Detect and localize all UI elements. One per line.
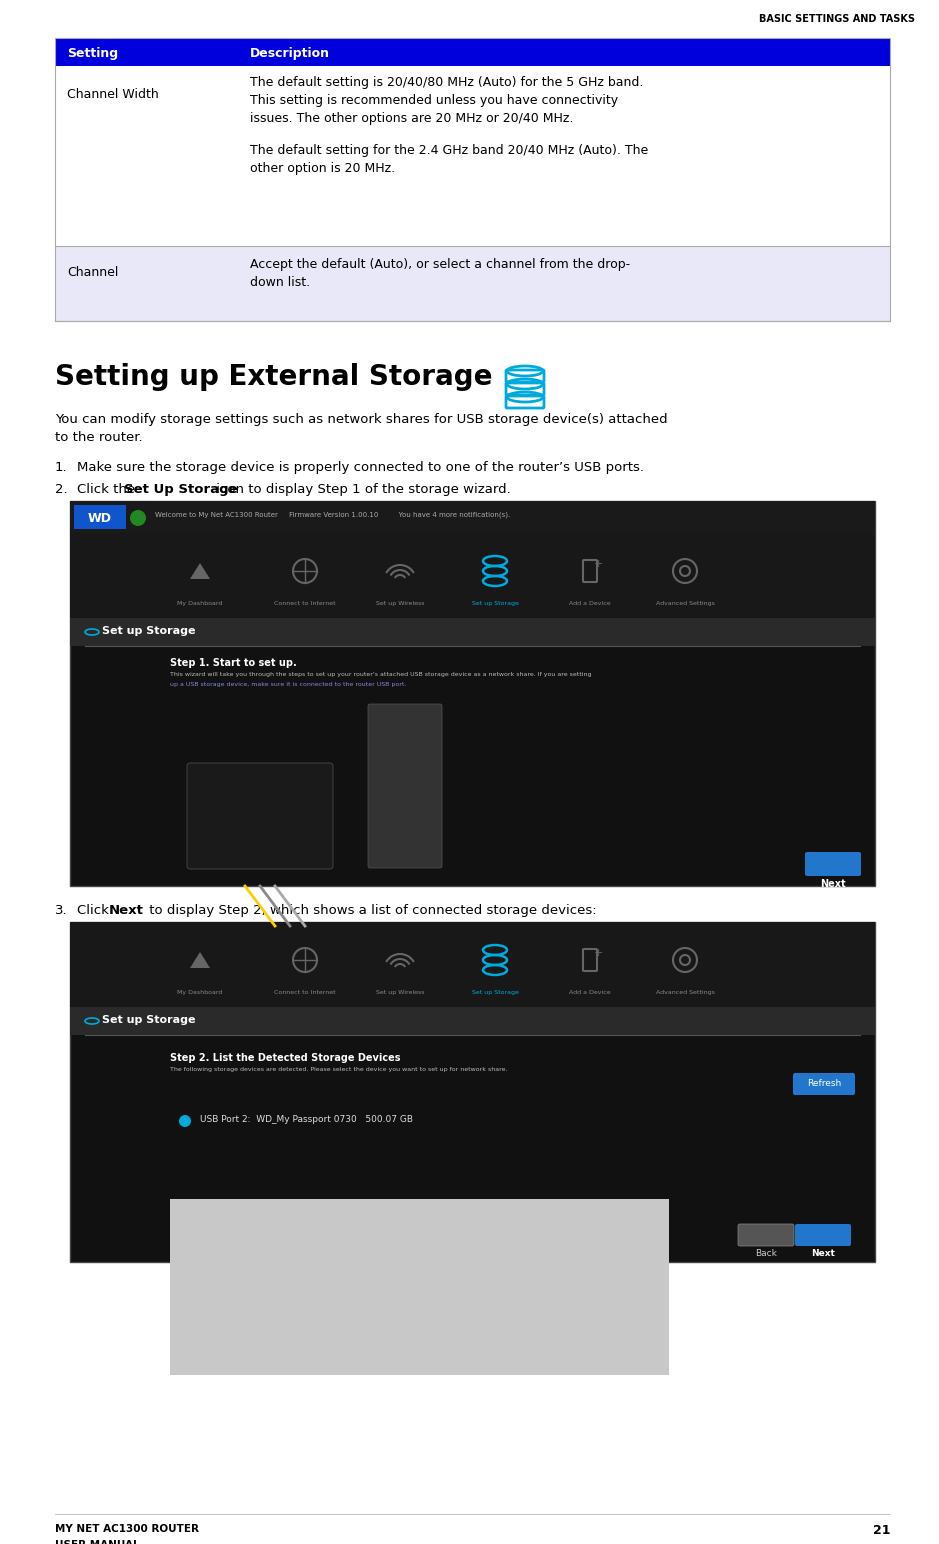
Text: issues. The other options are 20 MHz or 20/40 MHz.: issues. The other options are 20 MHz or …	[250, 113, 574, 125]
Text: Set up Storage: Set up Storage	[471, 990, 518, 994]
Text: to display Step 2, which shows a list of connected storage devices:: to display Step 2, which shows a list of…	[145, 903, 596, 917]
FancyBboxPatch shape	[793, 1073, 855, 1095]
Text: Step 1. Start to set up.: Step 1. Start to set up.	[170, 658, 297, 669]
Text: Set up Wireless: Set up Wireless	[376, 601, 424, 605]
Text: 1.: 1.	[55, 462, 68, 474]
Text: Set up Storage: Set up Storage	[102, 1014, 195, 1025]
Bar	[55, 66, 890, 245]
Circle shape	[179, 1115, 191, 1127]
Text: 21: 21	[872, 1524, 890, 1536]
Bar	[70, 533, 875, 618]
Bar	[55, 39, 890, 66]
Bar	[55, 39, 890, 321]
Text: Next: Next	[820, 879, 846, 889]
Bar	[70, 922, 875, 1007]
Text: My Dashboard: My Dashboard	[177, 601, 223, 605]
Text: Back: Back	[755, 1249, 777, 1257]
Text: The following storage devices are detected. Please select the device you want to: The following storage devices are detect…	[170, 1067, 507, 1072]
Text: +: +	[593, 559, 603, 570]
Text: Click the: Click the	[77, 483, 139, 496]
Text: Next: Next	[109, 903, 144, 917]
Bar	[55, 245, 890, 321]
Text: MY NET AC1300 ROUTER: MY NET AC1300 ROUTER	[55, 1524, 199, 1535]
FancyBboxPatch shape	[368, 704, 442, 868]
Text: USB Port 2:  WD_My Passport 0730   500.07 GB: USB Port 2: WD_My Passport 0730 500.07 G…	[200, 1115, 413, 1124]
Text: The default setting for the 2.4 GHz band 20/40 MHz (Auto). The: The default setting for the 2.4 GHz band…	[250, 144, 648, 157]
Circle shape	[130, 510, 146, 527]
Text: Setting up External Storage: Setting up External Storage	[55, 363, 492, 391]
Text: to the router.: to the router.	[55, 431, 143, 445]
Text: WD: WD	[88, 511, 112, 525]
Text: 3.: 3.	[55, 903, 68, 917]
Text: +: +	[593, 948, 603, 957]
Text: Channel: Channel	[67, 266, 118, 279]
Polygon shape	[190, 564, 210, 579]
FancyBboxPatch shape	[187, 763, 333, 869]
Bar	[70, 500, 875, 886]
Text: This setting is recommended unless you have connectivity: This setting is recommended unless you h…	[250, 94, 618, 107]
Bar	[70, 500, 875, 533]
Text: Welcome to My Net AC1300 Router     Firmware Version 1.00.10         You have 4 : Welcome to My Net AC1300 Router Firmware…	[155, 511, 510, 517]
Bar	[70, 618, 875, 645]
Text: down list.: down list.	[250, 276, 310, 289]
Text: Connect to Internet: Connect to Internet	[274, 990, 336, 994]
Text: Next: Next	[811, 1249, 835, 1257]
FancyBboxPatch shape	[795, 1224, 851, 1246]
Text: icon to display Step 1 of the storage wizard.: icon to display Step 1 of the storage wi…	[212, 483, 511, 496]
Text: My Dashboard: My Dashboard	[177, 990, 223, 994]
Text: The default setting is 20/40/80 MHz (Auto) for the 5 GHz band.: The default setting is 20/40/80 MHz (Aut…	[250, 76, 643, 90]
Text: Refresh: Refresh	[807, 1079, 841, 1089]
Text: 2.: 2.	[55, 483, 68, 496]
Text: Setting: Setting	[67, 48, 118, 60]
Polygon shape	[190, 953, 210, 968]
FancyBboxPatch shape	[74, 505, 126, 530]
Text: Advanced Settings: Advanced Settings	[655, 601, 715, 605]
Text: Advanced Settings: Advanced Settings	[655, 990, 715, 994]
Text: Set up Wireless: Set up Wireless	[376, 990, 424, 994]
Text: Accept the default (Auto), or select a channel from the drop-: Accept the default (Auto), or select a c…	[250, 258, 630, 272]
FancyBboxPatch shape	[805, 852, 861, 875]
Text: up a USB storage device, make sure it is connected to the router USB port.: up a USB storage device, make sure it is…	[170, 682, 407, 687]
Text: Description: Description	[250, 48, 330, 60]
Bar	[70, 1007, 875, 1034]
Text: Add a Device: Add a Device	[569, 990, 610, 994]
FancyBboxPatch shape	[738, 1224, 794, 1246]
Text: You can modify storage settings such as network shares for USB storage device(s): You can modify storage settings such as …	[55, 412, 668, 426]
Text: other option is 20 MHz.: other option is 20 MHz.	[250, 162, 395, 174]
Text: Connect to Internet: Connect to Internet	[274, 601, 336, 605]
Text: Click: Click	[77, 903, 113, 917]
Text: Set Up Storage: Set Up Storage	[124, 483, 238, 496]
Bar	[70, 922, 875, 1261]
Text: Make sure the storage device is properly connected to one of the router’s USB po: Make sure the storage device is properly…	[77, 462, 644, 474]
Text: BASIC SETTINGS AND TASKS: BASIC SETTINGS AND TASKS	[759, 14, 915, 25]
Text: Set up Storage: Set up Storage	[102, 625, 195, 636]
Text: Channel Width: Channel Width	[67, 88, 159, 100]
Text: USER MANUAL: USER MANUAL	[55, 1539, 140, 1544]
Text: Set up Storage: Set up Storage	[471, 601, 518, 605]
Bar	[170, 1200, 669, 1376]
Text: This wizard will take you through the steps to set up your router's attached USB: This wizard will take you through the st…	[170, 672, 592, 676]
Text: Add a Device: Add a Device	[569, 601, 610, 605]
Text: Step 2. List the Detected Storage Devices: Step 2. List the Detected Storage Device…	[170, 1053, 401, 1062]
